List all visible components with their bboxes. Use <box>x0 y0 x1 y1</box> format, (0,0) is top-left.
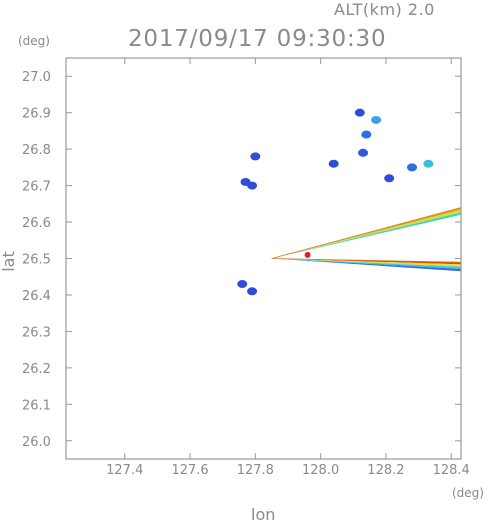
x-tick-label: 127.8 <box>237 463 274 478</box>
upper-beam-edge <box>271 207 462 259</box>
y-axis-unit: (deg) <box>18 34 50 48</box>
echo-point <box>361 130 372 139</box>
y-tick-label: 26.3 <box>22 325 51 340</box>
y-tick-label: 26.1 <box>22 398 51 413</box>
echo-point <box>358 148 369 157</box>
y-tick-label: 26.9 <box>22 107 51 122</box>
echo-point <box>237 280 248 289</box>
lower-beam-band <box>271 258 461 267</box>
altitude-label: ALT(km) 2.0 <box>334 0 435 19</box>
echo-point <box>423 159 434 168</box>
y-tick-label: 26.7 <box>22 180 51 195</box>
x-tick-label: 127.6 <box>171 463 208 478</box>
echo-point <box>247 181 258 190</box>
upper-beam-band <box>271 209 461 259</box>
echo-point <box>250 152 261 161</box>
echo-point <box>371 115 382 124</box>
x-tick-label: 127.4 <box>106 463 143 478</box>
x-tick-label: 128.4 <box>433 463 470 478</box>
x-tick-label: 128.2 <box>367 463 404 478</box>
axis-ticks: 27.0 26.9 26.8 26.7 26.6 26.5 26.4 26.3 26.2 26.1… <box>22 58 470 478</box>
echo-point <box>384 174 395 183</box>
hot-spot-point <box>304 251 311 258</box>
echo-point <box>247 287 258 296</box>
y-tick-label: 27.0 <box>22 70 51 85</box>
x-axis-unit: (deg) <box>452 486 484 500</box>
lower-beam-edge <box>271 258 462 263</box>
lower-beam-band <box>271 258 461 272</box>
echo-point <box>328 159 339 168</box>
y-tick-label: 26.0 <box>22 435 51 450</box>
plot-frame <box>65 57 462 460</box>
y-tick-label: 26.4 <box>22 289 51 304</box>
y-tick-label: 26.2 <box>22 362 51 377</box>
lower-beam-band <box>271 258 461 265</box>
echo-point <box>354 108 365 117</box>
upper-beam-band <box>271 212 461 259</box>
echo-point <box>407 163 418 172</box>
x-axis-label: lon <box>251 505 276 524</box>
y-tick-label: 26.6 <box>22 216 51 231</box>
y-tick-label: 26.8 <box>22 143 51 158</box>
lower-beam-band <box>271 258 461 269</box>
x-tick-label: 128.0 <box>302 463 339 478</box>
timestamp-title: 2017/09/17 09:30:30 <box>128 26 387 52</box>
plot-marks <box>237 108 462 296</box>
y-tick-label: 26.5 <box>22 253 51 268</box>
